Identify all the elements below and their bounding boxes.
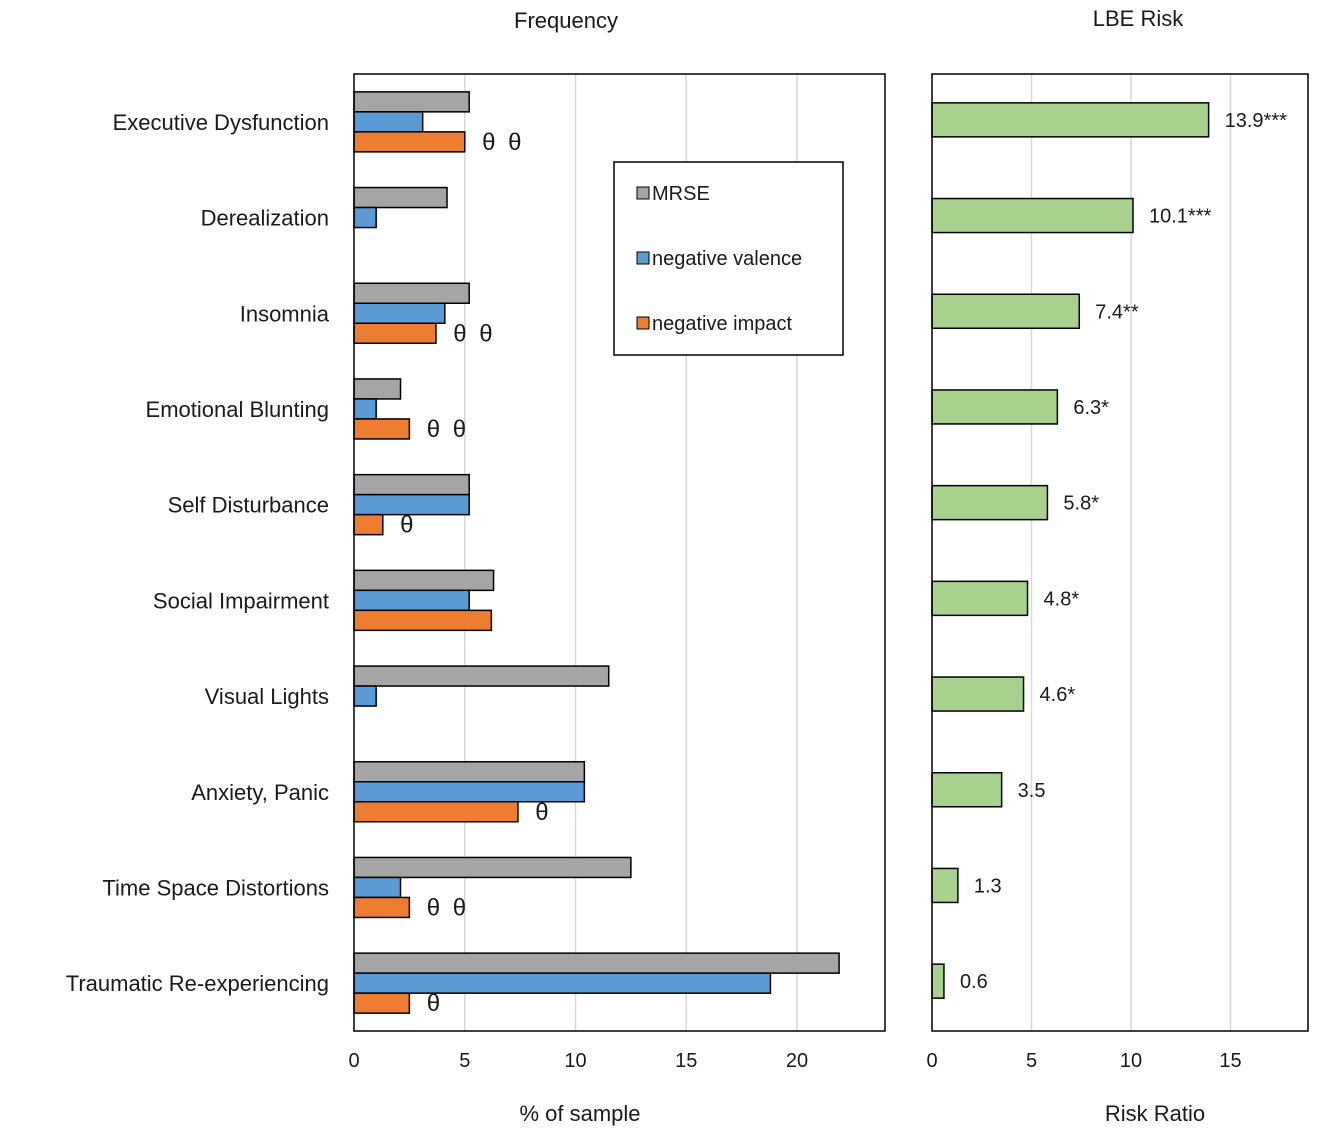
frequency-title: Frequency bbox=[514, 8, 618, 33]
bar-negative-valence-social-impairment bbox=[354, 590, 469, 610]
risk-bar-self-disturbance bbox=[932, 486, 1047, 520]
theta-annotation: θ bbox=[427, 894, 440, 921]
bar-mrse-visual-lights bbox=[354, 666, 609, 686]
risk-title: LBE Risk bbox=[1093, 6, 1184, 31]
risk-bar-social-impairment bbox=[932, 581, 1028, 615]
category-label-social-impairment: Social Impairment bbox=[153, 588, 329, 613]
bar-mrse-insomnia bbox=[354, 283, 469, 303]
theta-annotation: θ bbox=[482, 129, 495, 156]
legend-swatch-negative-impact bbox=[637, 317, 649, 329]
bar-mrse-social-impairment bbox=[354, 570, 494, 590]
risk-x-tick-label: 10 bbox=[1120, 1050, 1142, 1072]
bar-mrse-self-disturbance bbox=[354, 475, 469, 495]
risk-bar-emotional-blunting bbox=[932, 390, 1057, 424]
bar-mrse-emotional-blunting bbox=[354, 379, 401, 399]
bar-mrse-anxiety-panic bbox=[354, 762, 584, 782]
theta-annotation: θ bbox=[535, 799, 548, 826]
bar-negative-valence-insomnia bbox=[354, 303, 445, 323]
risk-bar-insomnia bbox=[932, 294, 1079, 328]
risk-bar-visual-lights bbox=[932, 677, 1024, 711]
theta-annotation: θ bbox=[400, 512, 413, 539]
bar-negative-valence-anxiety-panic bbox=[354, 782, 584, 802]
risk-x-axis-label: Risk Ratio bbox=[1105, 1101, 1205, 1126]
theta-annotation: θ bbox=[479, 320, 492, 347]
risk-data-label-insomnia: 7.4** bbox=[1095, 301, 1139, 323]
category-label-insomnia: Insomnia bbox=[240, 301, 330, 326]
theta-annotation: θ bbox=[453, 416, 466, 443]
category-label-derealization: Derealization bbox=[201, 206, 329, 231]
frequency-x-tick-label: 5 bbox=[459, 1050, 470, 1072]
risk-bar-anxiety-panic bbox=[932, 773, 1002, 807]
bar-negative-impact-emotional-blunting bbox=[354, 419, 409, 439]
category-label-emotional-blunting: Emotional Blunting bbox=[146, 397, 329, 422]
risk-x-tick-label: 5 bbox=[1026, 1050, 1037, 1072]
category-label-time-space-distortions: Time Space Distortions bbox=[102, 875, 329, 900]
category-label-self-disturbance: Self Disturbance bbox=[168, 493, 329, 518]
frequency-x-tick-label: 15 bbox=[675, 1050, 697, 1072]
bar-negative-impact-anxiety-panic bbox=[354, 802, 518, 822]
legend-label-mrse: MRSE bbox=[652, 183, 710, 205]
risk-x-ticks: 0 5 10 15 bbox=[926, 1050, 1241, 1072]
bar-negative-impact-executive-dysfunction bbox=[354, 132, 465, 152]
risk-data-label-derealization: 10.1*** bbox=[1149, 206, 1211, 228]
risk-data-label-emotional-blunting: 6.3* bbox=[1073, 397, 1109, 419]
risk-data-label-time-space-distortions: 1.3 bbox=[974, 875, 1002, 897]
bar-mrse-time-space-distortions bbox=[354, 857, 631, 877]
theta-annotation: θ bbox=[427, 416, 440, 443]
bar-negative-impact-social-impairment bbox=[354, 610, 491, 630]
theta-annotation: θ bbox=[508, 129, 521, 156]
risk-data-label-traumatic-re-experiencing: 0.6 bbox=[960, 971, 988, 993]
legend-swatch-negative-valence bbox=[637, 252, 649, 264]
risk-data-label-visual-lights: 4.6* bbox=[1040, 684, 1076, 706]
category-label-anxiety-panic: Anxiety, Panic bbox=[191, 780, 329, 805]
legend-swatch-mrse bbox=[637, 187, 649, 199]
bar-mrse-traumatic-re-experiencing bbox=[354, 953, 839, 973]
risk-panel: LBE Risk Risk Ratio 0 5 10 15 13.9*** 10.1***… bbox=[926, 6, 1308, 1126]
theta-annotation: θ bbox=[453, 894, 466, 921]
frequency-x-tick-label: 10 bbox=[564, 1050, 586, 1072]
risk-bar-time-space-distortions bbox=[932, 868, 958, 902]
legend-label-negative-valence: negative valence bbox=[652, 248, 802, 270]
frequency-x-ticks: 0 5 10 15 20 bbox=[348, 1050, 808, 1072]
risk-data-label-anxiety-panic: 3.5 bbox=[1018, 780, 1046, 802]
risk-bar-derealization bbox=[932, 199, 1133, 233]
bar-negative-impact-time-space-distortions bbox=[354, 897, 409, 917]
risk-data-label-self-disturbance: 5.8* bbox=[1063, 493, 1099, 515]
category-label-executive-dysfunction: Executive Dysfunction bbox=[113, 110, 329, 135]
risk-bars: 13.9*** 10.1*** 7.4** 6.3* 5.8* 4.8* 4.6* 3.5 1.… bbox=[932, 103, 1287, 998]
risk-bar-executive-dysfunction bbox=[932, 103, 1209, 137]
risk-x-tick-label: 0 bbox=[926, 1050, 937, 1072]
bar-negative-impact-self-disturbance bbox=[354, 515, 383, 535]
risk-data-label-executive-dysfunction: 13.9*** bbox=[1225, 110, 1287, 132]
bar-mrse-derealization bbox=[354, 188, 447, 208]
bar-negative-valence-time-space-distortions bbox=[354, 877, 401, 897]
risk-data-label-social-impairment: 4.8* bbox=[1044, 588, 1080, 610]
legend: MRSE negative valence negative impact bbox=[614, 162, 843, 355]
category-label-traumatic-re-experiencing: Traumatic Re-experiencing bbox=[66, 971, 329, 996]
bar-negative-impact-traumatic-re-experiencing bbox=[354, 993, 409, 1013]
theta-annotation: θ bbox=[453, 320, 466, 347]
legend-label-negative-impact: negative impact bbox=[652, 313, 793, 335]
theta-annotation: θ bbox=[427, 990, 440, 1017]
frequency-x-axis-label: % of sample bbox=[519, 1101, 640, 1126]
bar-negative-valence-traumatic-re-experiencing bbox=[354, 973, 770, 993]
risk-bar-traumatic-re-experiencing bbox=[932, 964, 944, 998]
bar-negative-valence-visual-lights bbox=[354, 686, 376, 706]
bar-negative-impact-insomnia bbox=[354, 323, 436, 343]
bar-negative-valence-executive-dysfunction bbox=[354, 112, 423, 132]
bar-mrse-executive-dysfunction bbox=[354, 92, 469, 112]
frequency-x-tick-label: 20 bbox=[786, 1050, 808, 1072]
risk-x-tick-label: 15 bbox=[1219, 1050, 1241, 1072]
bar-negative-valence-emotional-blunting bbox=[354, 399, 376, 419]
bar-negative-valence-derealization bbox=[354, 208, 376, 228]
frequency-x-tick-label: 0 bbox=[348, 1050, 359, 1072]
category-label-visual-lights: Visual Lights bbox=[205, 684, 329, 709]
